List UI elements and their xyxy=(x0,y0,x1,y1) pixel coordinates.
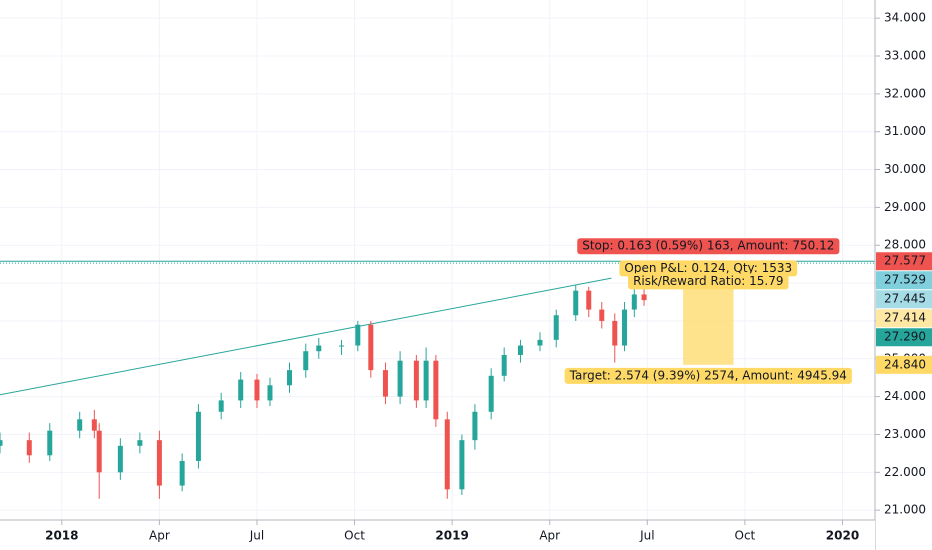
price-label: 24.840 xyxy=(884,357,926,371)
x-tick-label: Oct xyxy=(344,529,365,543)
candle-body xyxy=(179,460,185,486)
candle-body xyxy=(316,345,322,352)
candle-body xyxy=(573,290,579,316)
price-label: 27.445 xyxy=(884,292,926,306)
candle-body xyxy=(195,411,201,461)
candle-body xyxy=(501,354,507,376)
price-label-bg xyxy=(876,309,932,328)
candle-body xyxy=(368,324,374,371)
candle-body xyxy=(0,440,3,446)
candle-body xyxy=(586,290,592,310)
candle-body xyxy=(517,345,523,355)
candle-body xyxy=(553,315,559,340)
candle-body xyxy=(537,339,543,346)
candle-body xyxy=(612,320,618,346)
candle-body xyxy=(91,419,97,431)
candle-body xyxy=(156,440,162,486)
price-label: 27.414 xyxy=(884,311,926,325)
target-label-bg xyxy=(564,367,852,384)
candle-body xyxy=(423,360,429,401)
candle-body xyxy=(47,430,53,456)
target-label: Target: 2.574 (9.39%) 2574, Amount: 4945… xyxy=(569,368,847,382)
candle-body xyxy=(488,375,494,412)
candle-body xyxy=(641,294,647,301)
x-tick-label: Apr xyxy=(149,529,170,543)
y-tick-label: 28.000 xyxy=(884,238,926,252)
candle-body xyxy=(355,324,361,346)
pnl-label-bg xyxy=(619,260,798,277)
candle-body xyxy=(267,385,273,401)
y-tick-label: 31.000 xyxy=(884,124,926,138)
x-tick-label: Jul xyxy=(249,529,264,543)
candle-body xyxy=(444,419,450,490)
candle-body xyxy=(622,309,628,346)
x-tick-label: Apr xyxy=(539,529,560,543)
price-label: 27.290 xyxy=(884,330,926,344)
candle-body xyxy=(218,400,224,412)
axes: 21.00022.00023.00024.00025.00026.00027.0… xyxy=(45,11,932,543)
candle-body xyxy=(382,370,388,397)
y-tick-label: 30.000 xyxy=(884,162,926,176)
price-label-bg xyxy=(876,328,932,347)
price-label-bg xyxy=(876,271,932,290)
y-tick-label: 34.000 xyxy=(884,11,926,25)
x-tick-label: Oct xyxy=(735,529,756,543)
y-tick-label: 21.000 xyxy=(884,503,926,517)
x-tick-label: 2018 xyxy=(45,529,78,543)
y-tick-label: 33.000 xyxy=(884,49,926,63)
price-label-bg xyxy=(876,355,932,374)
y-tick-label: 29.000 xyxy=(884,200,926,214)
x-tick-label: 2019 xyxy=(435,529,468,543)
rr-label: Risk/Reward Ratio: 15.79 xyxy=(633,274,783,288)
x-tick-label: Jul xyxy=(639,529,654,543)
candle-body xyxy=(433,360,439,420)
candle-body xyxy=(137,440,143,446)
candle-body xyxy=(96,430,102,473)
y-tick-label: 22.000 xyxy=(884,465,926,479)
price-label-bg xyxy=(876,252,932,271)
price-label-bg xyxy=(876,290,932,309)
candle-body xyxy=(254,379,260,401)
y-tick-label: 24.000 xyxy=(884,389,926,403)
candle-body xyxy=(339,345,345,347)
price-label: 27.577 xyxy=(884,254,926,268)
candle-body xyxy=(77,419,83,431)
pnl-label: Open P&L: 0.124, Qty: 1533 xyxy=(624,261,792,275)
stop-label-bg xyxy=(577,238,840,255)
price-label: 27.529 xyxy=(884,273,926,287)
trend-line xyxy=(0,277,612,396)
rr-label-bg xyxy=(628,273,789,290)
candle-body xyxy=(117,445,123,473)
candle-body xyxy=(286,370,292,386)
y-tick-label: 32.000 xyxy=(884,86,926,100)
candle-body xyxy=(599,309,605,321)
candle-body xyxy=(413,360,419,401)
candle-body xyxy=(472,411,478,441)
candle-body xyxy=(631,294,637,310)
candle-body xyxy=(238,379,244,401)
time-axis xyxy=(0,520,875,550)
candle-body xyxy=(26,440,32,456)
candle-body xyxy=(459,440,465,490)
grid xyxy=(0,0,875,520)
stop-label: Stop: 0.163 (0.59%) 163, Amount: 750.12 xyxy=(582,239,834,253)
x-tick-label: 2020 xyxy=(826,529,859,543)
plot: Stop: 0.163 (0.59%) 163, Amount: 750.12 O… xyxy=(0,238,875,499)
candle-body xyxy=(303,351,309,371)
y-tick-label: 23.000 xyxy=(884,427,926,441)
candle-body xyxy=(397,360,403,397)
